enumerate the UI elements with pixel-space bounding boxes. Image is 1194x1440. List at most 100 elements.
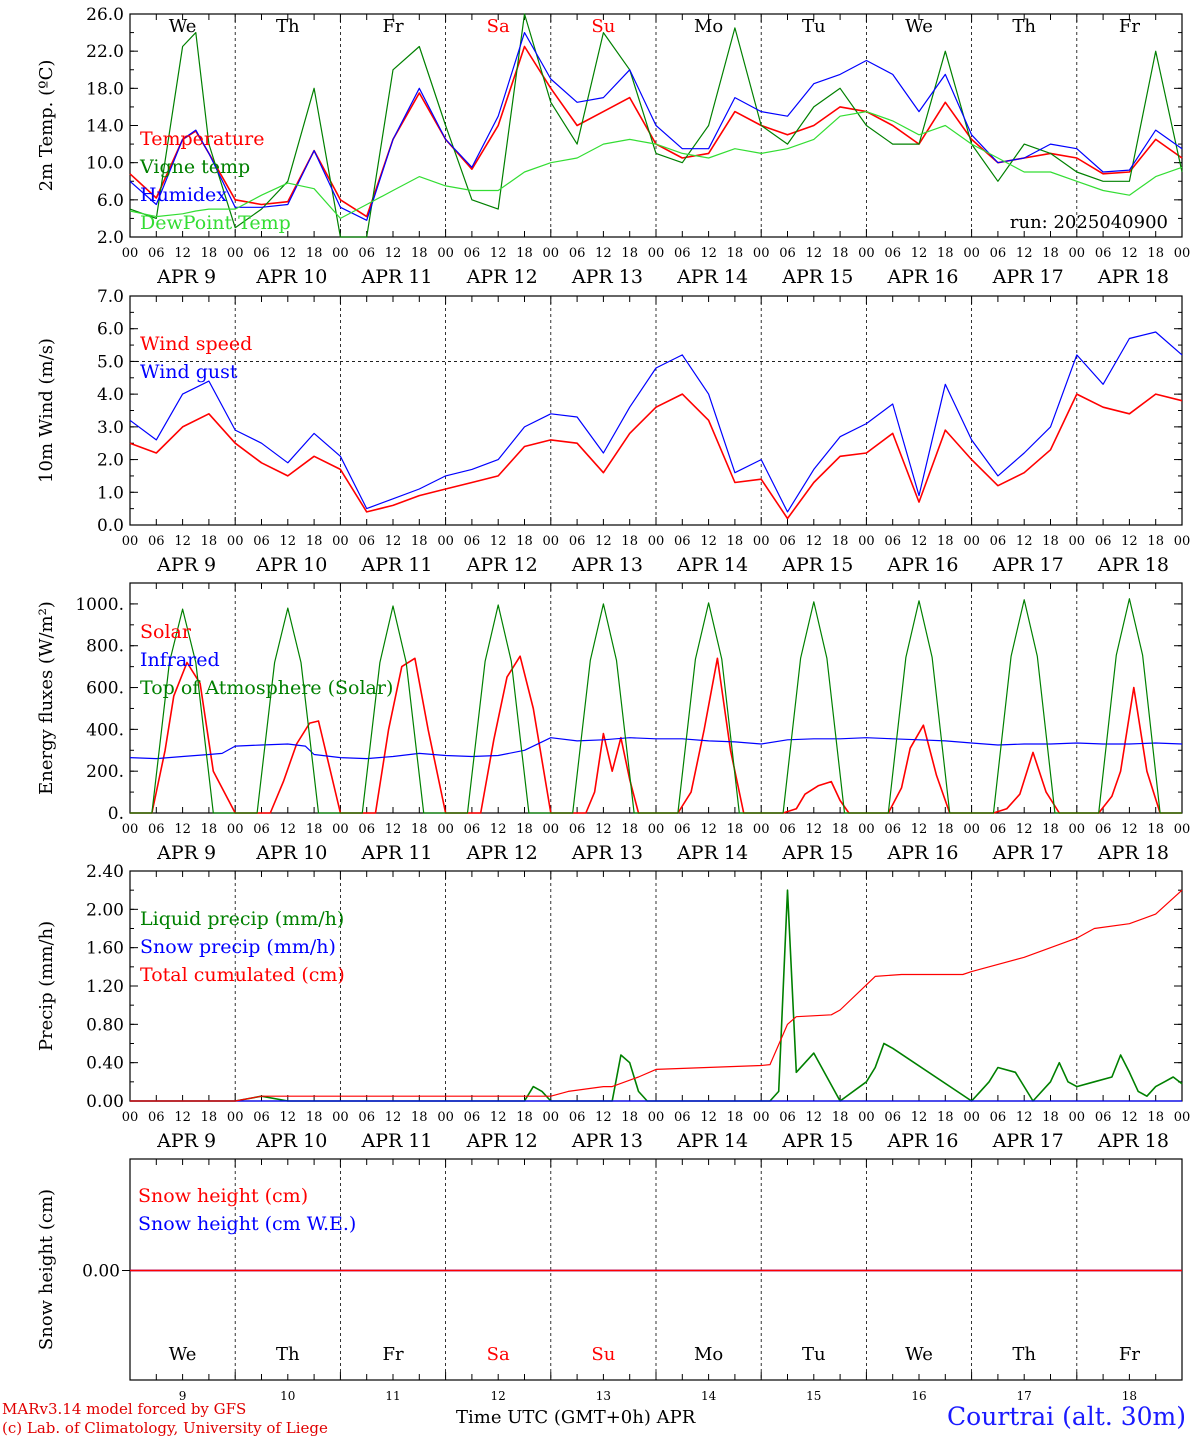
y-tick-label: 1.60 (86, 939, 124, 959)
panel-precip: 0.00 0.40 0.80 1.20 1.60 2.00 2.40 Precip (mm/h… (36, 862, 1190, 1152)
hour-tick-label: 00 (122, 534, 139, 549)
y-tick-label: 2.0 (97, 228, 124, 248)
station-name: Courtrai (alt. 30m) (947, 1402, 1186, 1431)
weekday-label: Mo (694, 16, 723, 37)
hour-tick-label: 00 (1069, 822, 1086, 837)
y-tick-label: 22.0 (86, 42, 124, 62)
y-tick-label: 6.0 (97, 320, 124, 340)
hour-tick-label: 06 (884, 822, 901, 837)
legend-entry: Wind speed (140, 333, 252, 355)
day-label: APR 15 (781, 842, 853, 864)
hour-tick-label: 00 (437, 822, 454, 837)
y-tick-label: 2.0 (97, 451, 124, 471)
hour-tick-label: 12 (806, 534, 823, 549)
weekday-label: Su (591, 16, 615, 37)
hour-tick-label: 18 (201, 246, 218, 261)
hour-tick-label: 12 (1121, 246, 1138, 261)
hour-tick-label: 00 (543, 1110, 560, 1125)
weekday-label: We (905, 16, 933, 37)
hour-tick-label: 00 (1174, 822, 1191, 837)
hour-tick-label: 12 (1016, 534, 1033, 549)
hour-tick-label: 06 (1095, 534, 1112, 549)
hour-tick-label: 00 (1174, 534, 1191, 549)
hour-tick-label: 06 (569, 1110, 586, 1125)
day-label: APR 11 (360, 1130, 432, 1152)
legend-entry: Wind gust (140, 361, 238, 383)
run-label: run: 2025040900 (1010, 212, 1168, 233)
y-tick-label: 1.0 (97, 483, 124, 503)
hour-tick-label: 00 (858, 1110, 875, 1125)
hour-tick-label: 18 (727, 1110, 744, 1125)
day-label: APR 16 (886, 1130, 958, 1152)
hour-tick-label: 18 (516, 246, 533, 261)
hour-tick-label: 00 (753, 246, 770, 261)
hour-tick-label: 00 (963, 822, 980, 837)
lab-credit: (c) Lab. of Climatology, University of L… (2, 1419, 328, 1437)
series-line-temperature (129, 45, 1183, 218)
hour-tick-label: 00 (648, 246, 665, 261)
y-axis-label: Energy fluxes (W/m²) (36, 601, 57, 795)
hour-tick-label: 12 (1121, 1110, 1138, 1125)
hour-tick-label: 00 (122, 1110, 139, 1125)
hour-tick-label: 06 (674, 246, 691, 261)
hour-tick-label: 18 (1147, 246, 1164, 261)
hour-tick-label: 06 (569, 822, 586, 837)
hour-tick-label: 06 (1095, 1110, 1112, 1125)
day-label: APR 14 (676, 842, 748, 864)
series-line-dewpoint-temp (129, 110, 1183, 219)
hour-tick-label: 12 (911, 534, 928, 549)
hour-tick-label: 12 (490, 1110, 507, 1125)
day-label: APR 9 (156, 266, 216, 288)
hour-tick-label: 18 (201, 534, 218, 549)
hour-tick-label: 06 (569, 534, 586, 549)
hour-tick-label: 12 (595, 1110, 612, 1125)
legend-entry: Liquid precip (mm/h) (140, 908, 344, 930)
hour-tick-label: 18 (937, 246, 954, 261)
hour-tick-label: 18 (411, 534, 428, 549)
day-number-label: 15 (806, 1389, 821, 1403)
weekday-label: Th (1012, 1344, 1036, 1365)
hour-tick-label: 12 (174, 822, 191, 837)
hour-tick-label: 12 (174, 534, 191, 549)
day-number-label: 18 (1122, 1389, 1137, 1403)
y-tick-label: 1000. (75, 595, 124, 615)
hour-tick-label: 12 (595, 534, 612, 549)
hour-tick-label: 12 (700, 1110, 717, 1125)
hour-tick-label: 00 (437, 1110, 454, 1125)
hour-tick-label: 12 (911, 1110, 928, 1125)
hour-tick-label: 06 (674, 822, 691, 837)
hour-tick-label: 06 (148, 534, 165, 549)
y-tick-label: 0.80 (86, 1015, 124, 1035)
day-label: APR 16 (886, 842, 958, 864)
hour-tick-label: 12 (385, 822, 402, 837)
day-label: APR 14 (676, 554, 748, 576)
x-axis-title: Time UTC (GMT+0h) APR (456, 1407, 696, 1428)
hour-tick-label: 18 (727, 534, 744, 549)
day-label: APR 18 (1097, 554, 1169, 576)
hour-tick-label: 06 (358, 534, 375, 549)
weekday-label: Mo (694, 1344, 723, 1365)
hour-tick-label: 00 (332, 246, 349, 261)
day-number-label: 11 (385, 1389, 400, 1403)
hour-tick-label: 06 (464, 534, 481, 549)
day-label: APR 14 (676, 1130, 748, 1152)
legend-entry: Temperature (140, 128, 264, 150)
hour-tick-label: 06 (990, 1110, 1007, 1125)
hour-tick-label: 06 (884, 1110, 901, 1125)
hour-tick-label: 12 (911, 822, 928, 837)
hour-tick-label: 00 (122, 822, 139, 837)
y-tick-label: 6.0 (97, 191, 124, 211)
day-label: APR 11 (360, 842, 432, 864)
weekday-label: Fr (1119, 1344, 1140, 1365)
hour-tick-label: 12 (174, 246, 191, 261)
hour-tick-label: 06 (1095, 246, 1112, 261)
hour-tick-label: 18 (937, 822, 954, 837)
hour-tick-label: 12 (490, 822, 507, 837)
y-tick-label: 800. (86, 637, 124, 657)
hour-tick-label: 12 (1016, 246, 1033, 261)
y-tick-label: 200. (86, 762, 124, 782)
hour-tick-label: 18 (1147, 1110, 1164, 1125)
hour-tick-label: 00 (648, 534, 665, 549)
hour-tick-label: 06 (990, 822, 1007, 837)
